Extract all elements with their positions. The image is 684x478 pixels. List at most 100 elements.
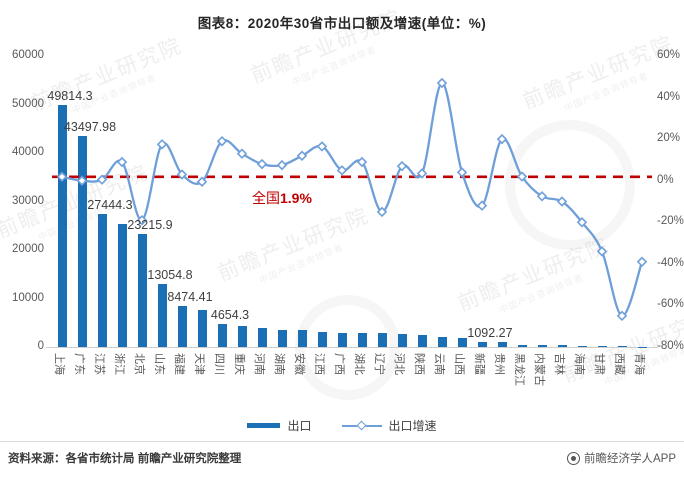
export-bar	[157, 283, 167, 347]
y-axis-tick-left: 0	[37, 340, 44, 352]
export-bar	[137, 234, 147, 347]
growth-marker-icon	[596, 246, 608, 257]
export-bar	[537, 345, 547, 347]
y-axis-tick-right: -40%	[657, 256, 684, 269]
qianzhan-logo-icon	[566, 451, 580, 465]
export-bar	[257, 327, 267, 347]
growth-marker-icon	[236, 148, 248, 159]
growth-marker-icon	[636, 256, 648, 268]
growth-marker-icon	[576, 217, 588, 228]
x-axis-label: 陕西	[413, 353, 425, 375]
growth-marker-icon	[496, 133, 508, 145]
bar-value-label: 13054.8	[147, 267, 193, 282]
x-axis-label: 海南	[573, 353, 585, 375]
watermark: 前瞻产业研究院中国产业咨询领导者	[27, 34, 186, 116]
growth-marker-icon	[616, 310, 628, 322]
bar-value-label: 4654.3	[210, 308, 250, 323]
footer-divider	[0, 441, 684, 442]
export-bar	[357, 333, 367, 347]
bar-value-label: 23215.9	[127, 218, 173, 233]
growth-marker-icon	[516, 171, 528, 182]
growth-marker-icon	[476, 200, 488, 211]
growth-marker-icon	[336, 165, 348, 176]
x-axis-label: 广西	[333, 353, 345, 375]
x-axis-label: 天津	[193, 353, 205, 375]
bar-value-label: 1092.27	[467, 325, 513, 340]
chart-title: 图表8：2020年30省市出口额及增速(单位：%)	[197, 16, 487, 31]
data-source-note: 资料来源：各省市统计局 前瞻产业研究院整理	[8, 453, 242, 465]
export-bar	[337, 332, 347, 347]
growth-marker-icon	[556, 196, 568, 207]
growth-marker-icon	[276, 159, 288, 171]
legend-label-growth: 出口增速	[388, 419, 437, 433]
y-axis-tick-right: -80%	[657, 340, 684, 352]
legend-item-growth: 出口增速	[341, 417, 437, 434]
y-axis-tick-left: 50000	[12, 97, 44, 110]
bar-swatch-icon	[247, 423, 281, 428]
growth-marker-icon	[456, 167, 468, 178]
growth-marker-icon	[156, 139, 168, 150]
x-axis-label: 江苏	[93, 353, 105, 375]
watermark-circle	[505, 120, 635, 250]
x-axis-label: 山西	[453, 353, 465, 375]
x-axis-label: 湖北	[353, 353, 365, 375]
x-axis-label: 黑龙江	[513, 353, 525, 386]
x-axis-label: 青海	[633, 353, 645, 375]
export-bar	[217, 324, 227, 347]
export-bar	[277, 330, 287, 347]
annotation-prefix: 全国	[252, 190, 280, 206]
line-swatch-icon	[341, 420, 382, 431]
export-bar	[437, 337, 447, 347]
x-axis-label: 安徽	[293, 353, 305, 375]
legend-label-export: 出口	[287, 419, 312, 433]
app-credit: 前瞻经济学人APP	[566, 450, 676, 466]
x-axis-label: 山东	[153, 353, 165, 375]
export-bar	[317, 331, 327, 347]
growth-marker-icon	[96, 174, 108, 185]
export-bar	[377, 333, 387, 347]
export-bar	[237, 326, 247, 347]
x-axis-label: 广东	[73, 353, 85, 375]
export-bar	[417, 335, 427, 347]
y-axis-tick-left: 20000	[12, 243, 44, 255]
x-axis-label: 贵州	[493, 353, 505, 375]
x-axis-label: 浙江	[113, 353, 125, 375]
export-bar	[117, 223, 127, 347]
y-axis-tick-left: 60000	[12, 49, 44, 61]
export-bar	[77, 136, 87, 347]
x-axis-label: 四川	[213, 353, 225, 375]
x-axis-label: 上海	[53, 353, 65, 375]
x-axis-label: 福建	[173, 353, 185, 375]
export-bar	[97, 213, 107, 347]
chart-legend: 出口 出口增速	[0, 417, 684, 434]
growth-marker-icon	[396, 160, 408, 172]
x-axis-line	[46, 347, 658, 348]
growth-marker-icon	[536, 191, 548, 202]
export-bar	[197, 309, 207, 347]
x-axis-label: 西藏	[613, 353, 625, 375]
bar-value-label: 27444.3	[87, 197, 133, 212]
export-bar	[297, 330, 307, 347]
export-bar	[597, 345, 607, 347]
legend-item-export: 出口	[247, 417, 312, 434]
app-credit-text: 前瞻经济学人APP	[583, 453, 676, 465]
x-axis-label: 辽宁	[373, 353, 385, 375]
reference-line-annotation: 全国1.9%	[252, 188, 312, 208]
watermark: 前瞻产业研究院中国产业咨询领导者	[519, 32, 678, 114]
growth-marker-icon	[316, 141, 328, 152]
bar-value-label: 43497.98	[63, 120, 117, 135]
y-axis-tick-right: -20%	[657, 215, 684, 228]
export-bar	[557, 345, 567, 347]
annotation-value: 1.9%	[280, 190, 312, 206]
x-axis-label: 新疆	[473, 353, 485, 375]
growth-marker-icon	[356, 156, 368, 168]
x-axis-label: 甘肃	[593, 353, 605, 375]
growth-marker-icon	[196, 176, 208, 187]
x-axis-label: 重庆	[233, 353, 245, 375]
bar-value-label: 49814.3	[47, 89, 93, 104]
growth-marker-icon	[116, 156, 128, 168]
export-bar	[497, 342, 507, 347]
export-bar	[397, 333, 407, 347]
x-axis-label: 北京	[133, 353, 145, 375]
